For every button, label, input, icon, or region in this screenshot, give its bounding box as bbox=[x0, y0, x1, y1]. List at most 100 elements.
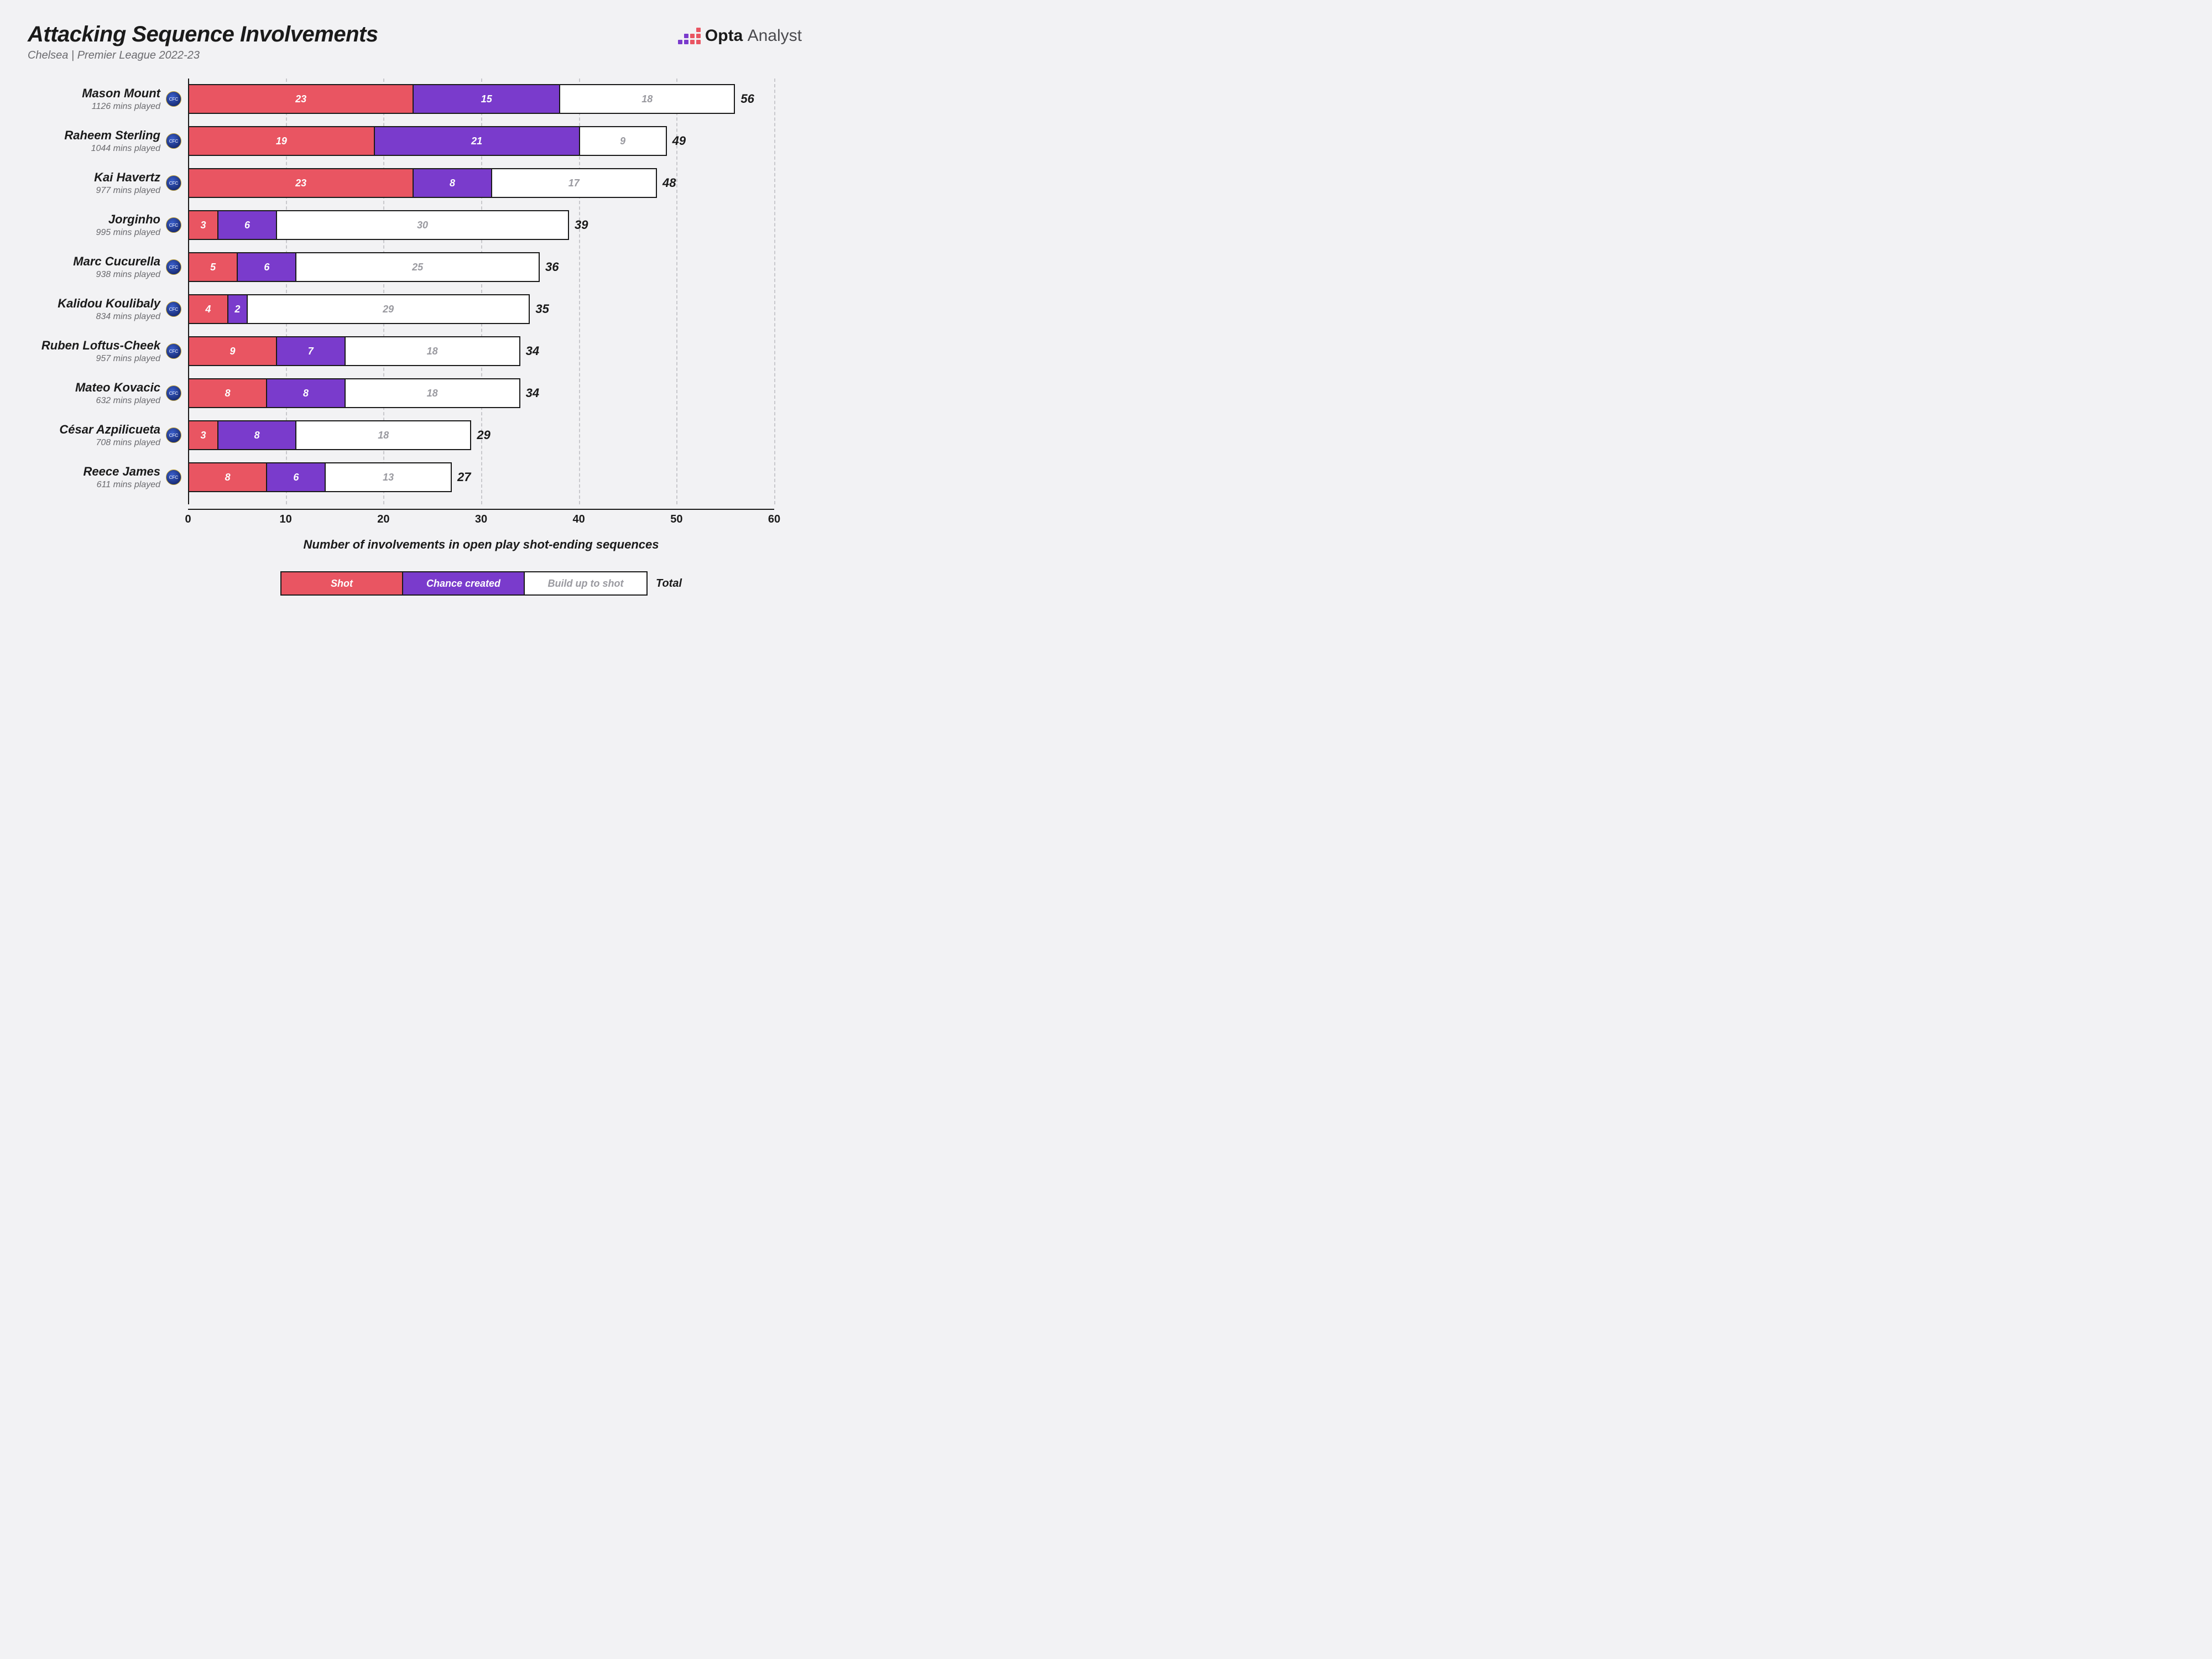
segment-chance: 8 bbox=[413, 168, 491, 198]
player-label: Reece James611 mins played bbox=[22, 465, 160, 490]
player-mins: 632 mins played bbox=[22, 396, 160, 406]
player-row: Marc Cucurella938 mins playedCFC562536 bbox=[188, 252, 774, 282]
stacked-bar: 3630 bbox=[188, 210, 569, 240]
segment-buildup: 25 bbox=[295, 252, 540, 282]
rows-container: Mason Mount1126 mins playedCFC23151856Ra… bbox=[188, 84, 774, 492]
segment-buildup: 18 bbox=[345, 336, 520, 366]
segment-chance: 8 bbox=[266, 378, 344, 408]
total-label: 27 bbox=[457, 470, 471, 484]
total-label: 49 bbox=[672, 134, 686, 148]
segment-chance: 2 bbox=[227, 294, 247, 324]
x-tick-label: 0 bbox=[185, 513, 191, 526]
segment-shot: 5 bbox=[188, 252, 237, 282]
player-name: Ruben Loftus-Cheek bbox=[22, 338, 160, 353]
club-badge-icon: CFC bbox=[166, 217, 181, 233]
logo-dots-icon bbox=[678, 28, 701, 44]
stacked-bar: 23817 bbox=[188, 168, 657, 198]
legend-shot: Shot bbox=[281, 572, 403, 594]
title-block: Attacking Sequence Involvements Chelsea … bbox=[28, 22, 378, 62]
player-label: Kai Havertz977 mins played bbox=[22, 170, 160, 196]
segment-shot: 23 bbox=[188, 84, 413, 114]
player-name: Jorginho bbox=[22, 212, 160, 227]
player-name: Reece James bbox=[22, 465, 160, 479]
legend: Shot Chance created Build up to shot Tot… bbox=[188, 571, 774, 596]
stacked-bar: 19219 bbox=[188, 126, 667, 156]
chart-title: Attacking Sequence Involvements bbox=[28, 22, 378, 47]
club-badge-icon: CFC bbox=[166, 427, 181, 443]
player-label: Jorginho995 mins played bbox=[22, 212, 160, 238]
segment-buildup: 29 bbox=[247, 294, 530, 324]
player-row: Ruben Loftus-Cheek957 mins playedCFC9718… bbox=[188, 336, 774, 366]
segment-chance: 21 bbox=[374, 126, 579, 156]
segment-buildup: 18 bbox=[559, 84, 735, 114]
segment-buildup: 13 bbox=[325, 462, 452, 492]
chart-subtitle: Chelsea | Premier League 2022-23 bbox=[28, 49, 378, 62]
player-label: Ruben Loftus-Cheek957 mins played bbox=[22, 338, 160, 364]
segment-shot: 3 bbox=[188, 210, 217, 240]
player-name: Kai Havertz bbox=[22, 170, 160, 185]
x-tick-label: 50 bbox=[670, 513, 682, 526]
total-label: 35 bbox=[535, 302, 549, 316]
player-name: Mateo Kovacic bbox=[22, 380, 160, 395]
segment-chance: 6 bbox=[266, 462, 325, 492]
player-row: Kai Havertz977 mins playedCFC2381748 bbox=[188, 168, 774, 198]
player-row: César Azpilicueta708 mins playedCFC38182… bbox=[188, 420, 774, 450]
segment-buildup: 30 bbox=[276, 210, 569, 240]
chart-area: Mason Mount1126 mins playedCFC23151856Ra… bbox=[28, 79, 802, 596]
player-mins: 995 mins played bbox=[22, 228, 160, 238]
segment-buildup: 18 bbox=[295, 420, 471, 450]
player-name: Raheem Sterling bbox=[22, 128, 160, 143]
total-label: 56 bbox=[740, 92, 754, 106]
segment-chance: 8 bbox=[217, 420, 295, 450]
chart-header: Attacking Sequence Involvements Chelsea … bbox=[28, 22, 802, 62]
club-badge-icon: CFC bbox=[166, 343, 181, 359]
x-axis: 0102030405060 Number of involvements in … bbox=[188, 509, 774, 552]
total-label: 34 bbox=[526, 386, 539, 400]
stacked-bar: 8818 bbox=[188, 378, 520, 408]
player-label: Mateo Kovacic632 mins played bbox=[22, 380, 160, 406]
brand-name-1: Opta bbox=[705, 27, 743, 45]
segment-shot: 9 bbox=[188, 336, 276, 366]
player-name: Mason Mount bbox=[22, 86, 160, 101]
stacked-bar: 3818 bbox=[188, 420, 471, 450]
segment-buildup: 9 bbox=[579, 126, 667, 156]
player-mins: 938 mins played bbox=[22, 270, 160, 280]
x-tick-label: 60 bbox=[768, 513, 780, 526]
segment-shot: 4 bbox=[188, 294, 227, 324]
segment-shot: 19 bbox=[188, 126, 374, 156]
x-tick-label: 40 bbox=[573, 513, 585, 526]
player-row: Raheem Sterling1044 mins playedCFC192194… bbox=[188, 126, 774, 156]
segment-buildup: 17 bbox=[491, 168, 657, 198]
stacked-bar: 8613 bbox=[188, 462, 452, 492]
x-axis-label: Number of involvements in open play shot… bbox=[188, 538, 774, 552]
total-label: 36 bbox=[545, 260, 559, 274]
total-label: 39 bbox=[575, 218, 588, 232]
x-tick-label: 10 bbox=[280, 513, 292, 526]
segment-buildup: 18 bbox=[345, 378, 520, 408]
player-row: Reece James611 mins playedCFC861327 bbox=[188, 462, 774, 492]
club-badge-icon: CFC bbox=[166, 133, 181, 149]
player-mins: 834 mins played bbox=[22, 312, 160, 322]
x-axis-ticks: 0102030405060 bbox=[188, 509, 774, 531]
total-label: 48 bbox=[662, 176, 676, 190]
player-label: Mason Mount1126 mins played bbox=[22, 86, 160, 112]
segment-shot: 8 bbox=[188, 462, 266, 492]
segment-shot: 8 bbox=[188, 378, 266, 408]
club-badge-icon: CFC bbox=[166, 91, 181, 107]
legend-total-label: Total bbox=[656, 577, 682, 590]
gridline bbox=[774, 79, 775, 504]
x-tick-label: 20 bbox=[377, 513, 389, 526]
segment-chance: 7 bbox=[276, 336, 345, 366]
total-label: 29 bbox=[477, 428, 490, 442]
stacked-bar: 9718 bbox=[188, 336, 520, 366]
player-mins: 708 mins played bbox=[22, 438, 160, 448]
club-badge-icon: CFC bbox=[166, 175, 181, 191]
club-badge-icon: CFC bbox=[166, 469, 181, 485]
player-row: Jorginho995 mins playedCFC363039 bbox=[188, 210, 774, 240]
segment-shot: 3 bbox=[188, 420, 217, 450]
player-mins: 977 mins played bbox=[22, 186, 160, 196]
player-name: César Azpilicueta bbox=[22, 422, 160, 437]
segment-chance: 6 bbox=[237, 252, 295, 282]
club-badge-icon: CFC bbox=[166, 301, 181, 317]
player-label: Kalidou Koulibaly834 mins played bbox=[22, 296, 160, 322]
